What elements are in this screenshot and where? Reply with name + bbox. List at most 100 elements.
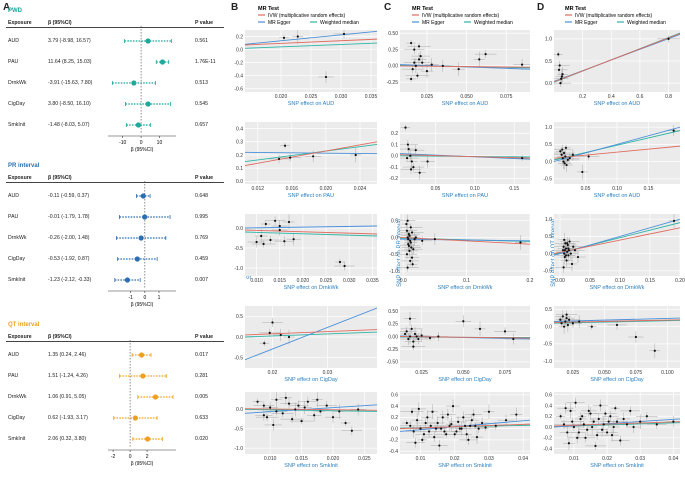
forest-point xyxy=(140,373,146,379)
snp-point xyxy=(577,431,580,434)
snp-point xyxy=(567,247,570,250)
snp-point xyxy=(562,423,566,426)
scatter-plot-c1: 0.025 0.050 0.075 0.50 0.25 0.00 -0.25 SNP effe… xyxy=(387,30,530,107)
snp-point xyxy=(566,323,569,327)
x-tick-label: 0.6 xyxy=(636,94,643,100)
snp-point xyxy=(561,73,564,76)
x-axis-label: SNP effect on SmkInit xyxy=(284,463,338,469)
snp-point xyxy=(425,70,429,73)
x-tick-label: 0.020 xyxy=(327,456,340,462)
snp-point xyxy=(560,77,563,80)
forest-row-estimate: 1.35 (0.24, 2.46) xyxy=(48,352,87,358)
snp-point xyxy=(503,330,507,333)
forest-qt-interval: QT interval Exposure β (95%CI) P value AUD 1.… xyxy=(0,322,228,472)
y-tick-label: 0.5 xyxy=(545,307,552,313)
snp-point xyxy=(412,345,415,348)
x-tick-label: 0.01 xyxy=(416,456,426,462)
snp-point xyxy=(562,160,565,163)
snp-point xyxy=(564,146,568,149)
snp-point xyxy=(564,247,568,250)
fit-line-ivw xyxy=(245,329,377,336)
forest-x-tick-label: 0 xyxy=(140,140,143,146)
snp-point xyxy=(568,157,571,160)
snp-point xyxy=(563,255,566,259)
snp-point xyxy=(567,442,571,445)
snp-point xyxy=(469,424,472,427)
snp-point xyxy=(296,35,299,38)
snp-point xyxy=(404,126,407,129)
snp-point xyxy=(325,404,328,407)
forest-pwd: PWD Exposure β (95%CI) P value AUD 3.79 (-8.9… xyxy=(0,8,228,158)
forest-point xyxy=(142,214,148,220)
snp-point xyxy=(281,412,284,415)
y-tick-label: 0.50 xyxy=(388,309,398,315)
snp-point xyxy=(269,406,272,409)
forest-row-exposure: DrnkWk xyxy=(8,235,27,241)
fit-line-median xyxy=(245,408,377,412)
x-tick-label: 0.012 xyxy=(252,186,265,192)
snp-point xyxy=(436,421,439,425)
snp-point xyxy=(354,153,357,157)
scatter-plot-c4: 0.025 0.050 0.075 0.50 0.25 0.00 -0.25 -0.50 SNP… xyxy=(387,306,530,383)
snp-point xyxy=(619,439,622,442)
snp-point xyxy=(426,416,429,419)
x-axis-label: SNP effect on PAU xyxy=(442,193,488,199)
y-tick-label: 0.0 xyxy=(391,426,398,432)
snp-point xyxy=(460,427,463,430)
snp-point xyxy=(672,219,676,222)
snp-point xyxy=(576,255,580,259)
snp-point xyxy=(418,171,421,174)
x-tick-label: 0.15 xyxy=(509,186,519,192)
fit-line-egger xyxy=(245,307,377,361)
legend-b: MR Test IVW (multiplicative random effect… xyxy=(258,4,378,28)
legend-title: MR Test xyxy=(258,6,279,12)
snp-point xyxy=(453,433,456,436)
y-tick-label: 0.2 xyxy=(391,415,398,421)
forest-x-axis-label: β (95%CI) xyxy=(131,461,154,467)
snp-point xyxy=(562,266,565,269)
x-tick-label: 0.20 xyxy=(675,278,685,284)
snp-point xyxy=(287,220,291,224)
snp-point xyxy=(478,327,482,330)
snp-point xyxy=(574,401,577,404)
snp-point xyxy=(484,53,487,56)
x-tick-label: 0.025 xyxy=(567,370,580,376)
x-tick-label: 0.025 xyxy=(305,94,318,100)
panel-letter-d: D xyxy=(537,2,545,13)
snp-point xyxy=(262,242,265,246)
snp-point xyxy=(559,318,562,321)
snp-point xyxy=(410,327,413,330)
snp-point xyxy=(313,414,316,417)
snp-point xyxy=(607,420,610,423)
y-tick-label: 0.0 xyxy=(545,251,552,257)
x-tick-label: 0.02 xyxy=(268,370,278,376)
forest-row-estimate: 3.79 (-8.98, 16.57) xyxy=(48,38,91,44)
forest-row-pvalue: 0.281 xyxy=(195,373,208,379)
x-tick-label: 0.04 xyxy=(518,456,528,462)
snp-point xyxy=(478,58,481,61)
snp-point xyxy=(450,423,453,426)
forest-row-pvalue: 0.020 xyxy=(195,436,208,442)
x-tick-label: 0.020 xyxy=(320,186,333,192)
snp-point xyxy=(609,415,612,418)
fit-line-ivw xyxy=(245,141,377,166)
forest-row-exposure: CigDay xyxy=(8,415,26,421)
x-tick-label: 0.050 xyxy=(598,370,611,376)
snp-point xyxy=(406,236,409,239)
snp-point xyxy=(655,423,658,426)
x-axis-label: SNP effect on CigDay xyxy=(284,377,338,383)
y-tick-label: -0.25 xyxy=(387,80,399,86)
snp-point xyxy=(438,444,441,447)
forest-row-estimate: -0.26 (-2.00, 1.48) xyxy=(48,235,90,241)
snp-point xyxy=(566,431,569,434)
snp-point xyxy=(413,238,416,241)
snp-point xyxy=(586,428,589,431)
x-tick-label: 0.025 xyxy=(421,94,434,100)
x-tick-label: 0.075 xyxy=(500,94,513,100)
y-tick-label: -0.2 xyxy=(543,436,552,442)
snp-point xyxy=(409,424,412,427)
legend-egger-label: MR Egger xyxy=(422,20,445,26)
scatter-plot-d3: 0.00 0.05 0.10 0.15 0.20 1.0 0.5 0.0 -0.5 SNP eff… xyxy=(543,214,685,291)
forest-point xyxy=(132,415,138,421)
